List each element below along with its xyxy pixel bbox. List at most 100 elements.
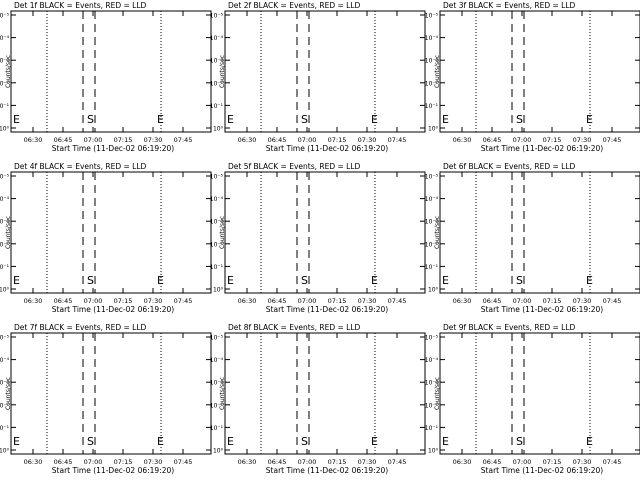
- x-axis-label: Start Time (11-Dec-02 06:19:20): [52, 466, 174, 475]
- y-tick-label: 10⁻³: [210, 58, 224, 65]
- y-tick-label: 10⁻⁵: [425, 335, 439, 342]
- y-axis-label: Counts/sec: [219, 55, 226, 88]
- x-tick-label: 07:30: [144, 297, 163, 305]
- y-tick-label: 10⁰: [213, 448, 224, 455]
- y-tick-label: 10⁻⁵: [425, 13, 439, 20]
- y-tick-label: 10⁻⁴: [0, 196, 10, 203]
- marker-e: E: [227, 435, 234, 448]
- marker-e: E: [586, 435, 593, 448]
- y-axis-label: Counts/sec: [5, 55, 12, 88]
- x-tick-label: 06:45: [268, 458, 287, 466]
- x-tick-label: 06:30: [453, 297, 472, 305]
- marker-s: S: [516, 113, 523, 126]
- y-tick-label: 10⁻⁵: [0, 13, 10, 20]
- y-tick-label: 10⁻⁴: [210, 196, 224, 203]
- marker-s: S: [301, 274, 308, 287]
- x-tick-label: 07:45: [174, 458, 193, 466]
- x-tick-label: 07:15: [543, 136, 562, 144]
- y-tick-label: 10⁻⁵: [0, 174, 10, 181]
- x-tick-label: 07:15: [328, 458, 347, 466]
- chart-panel: Det 1f BLACK = Events, RED = LLD 10⁰ 10⁻¹ 1…: [0, 1, 212, 153]
- y-tick-label: 10⁰: [428, 448, 439, 455]
- x-tick-label: 07:30: [144, 458, 163, 466]
- y-tick-label: 10⁻⁴: [425, 35, 439, 42]
- marker-e: E: [371, 113, 378, 126]
- y-tick-label: 10⁻²: [425, 241, 439, 248]
- y-tick-label: 10⁻¹: [425, 425, 439, 432]
- marker-s: S: [301, 113, 308, 126]
- x-tick-label: 06:45: [268, 136, 287, 144]
- x-axis-label: Start Time (11-Dec-02 06:19:20): [481, 144, 603, 153]
- plot-frame: [439, 171, 640, 294]
- x-tick-label: 07:15: [543, 297, 562, 305]
- x-tick-label: 07:00: [298, 297, 317, 305]
- x-axis-label: Start Time (11-Dec-02 06:19:20): [52, 305, 174, 314]
- plot-frame: [224, 10, 426, 133]
- x-tick-label: 07:15: [114, 136, 133, 144]
- x-axis-label: Start Time (11-Dec-02 06:19:20): [266, 305, 388, 314]
- x-tick-label: 07:30: [144, 136, 163, 144]
- y-tick-label: 10⁻²: [210, 80, 224, 87]
- y-axis-label: Counts/sec: [434, 55, 441, 88]
- x-tick-label: 07:00: [84, 297, 103, 305]
- marker-e: E: [586, 274, 593, 287]
- y-tick-label: 10⁻³: [0, 380, 10, 387]
- chart-title: Det 8f BLACK = Events, RED = LLD: [228, 323, 361, 332]
- x-tick-label: 07:45: [603, 297, 622, 305]
- y-tick-label: 10⁻²: [0, 402, 10, 409]
- plot-frame: [10, 10, 212, 133]
- y-tick-label: 10⁻⁵: [210, 13, 224, 20]
- y-tick-label: 10⁻³: [425, 58, 439, 65]
- y-tick-label: 10⁻¹: [425, 264, 439, 271]
- x-tick-label: 06:30: [453, 458, 472, 466]
- y-axis-label: Counts/sec: [219, 216, 226, 249]
- x-tick-label: 06:30: [238, 136, 257, 144]
- plot-frame: [10, 171, 212, 294]
- chart-title: Det 7f BLACK = Events, RED = LLD: [14, 323, 147, 332]
- y-axis-label: Counts/sec: [5, 377, 12, 410]
- y-tick-label: 10⁻³: [425, 219, 439, 226]
- x-tick-label: 07:45: [603, 136, 622, 144]
- x-tick-label: 07:30: [573, 136, 592, 144]
- chart-panel: Det 9f BLACK = Events, RED = LLD 10⁰ 10⁻¹ 1…: [425, 323, 640, 475]
- marker-e: E: [442, 113, 449, 126]
- x-axis-label: Start Time (11-Dec-02 06:19:20): [266, 144, 388, 153]
- x-tick-label: 07:00: [513, 136, 532, 144]
- x-tick-label: 06:30: [238, 458, 257, 466]
- plot-frame: [10, 332, 212, 455]
- plot-frame: [439, 10, 640, 133]
- x-tick-label: 07:00: [513, 297, 532, 305]
- y-tick-label: 10⁻¹: [210, 425, 224, 432]
- y-axis-label: Counts/sec: [5, 216, 12, 249]
- y-tick-label: 10⁻²: [425, 402, 439, 409]
- plot-frame: [224, 332, 426, 455]
- chart-panel: Det 2f BLACK = Events, RED = LLD 10⁰ 10⁻¹ 1…: [210, 1, 426, 153]
- x-tick-label: 07:00: [298, 136, 317, 144]
- chart-panel: Det 3f BLACK = Events, RED = LLD 10⁰ 10⁻¹ 1…: [425, 1, 640, 153]
- marker-e: E: [371, 435, 378, 448]
- y-tick-label: 10⁰: [0, 126, 10, 133]
- x-tick-label: 07:45: [388, 458, 407, 466]
- marker-s: S: [301, 435, 308, 448]
- x-tick-label: 07:15: [114, 458, 133, 466]
- y-tick-label: 10⁰: [213, 126, 224, 133]
- chart-panel: Det 7f BLACK = Events, RED = LLD 10⁰ 10⁻¹ 1…: [0, 323, 212, 475]
- y-tick-label: 10⁻⁴: [0, 35, 10, 42]
- y-tick-label: 10⁻⁵: [425, 174, 439, 181]
- y-tick-label: 10⁻¹: [0, 103, 10, 110]
- x-tick-label: 06:45: [483, 136, 502, 144]
- marker-e: E: [442, 274, 449, 287]
- x-tick-label: 07:30: [573, 458, 592, 466]
- x-axis-label: Start Time (11-Dec-02 06:19:20): [52, 144, 174, 153]
- x-tick-label: 07:45: [174, 297, 193, 305]
- y-tick-label: 10⁰: [428, 287, 439, 294]
- marker-e: E: [586, 113, 593, 126]
- chart-title: Det 5f BLACK = Events, RED = LLD: [228, 162, 361, 171]
- x-tick-label: 07:15: [328, 136, 347, 144]
- chart-panel: Det 8f BLACK = Events, RED = LLD 10⁰ 10⁻¹ 1…: [210, 323, 426, 475]
- chart-title: Det 2f BLACK = Events, RED = LLD: [228, 1, 361, 10]
- x-tick-label: 07:00: [298, 458, 317, 466]
- x-tick-label: 07:45: [388, 297, 407, 305]
- x-tick-label: 07:15: [543, 458, 562, 466]
